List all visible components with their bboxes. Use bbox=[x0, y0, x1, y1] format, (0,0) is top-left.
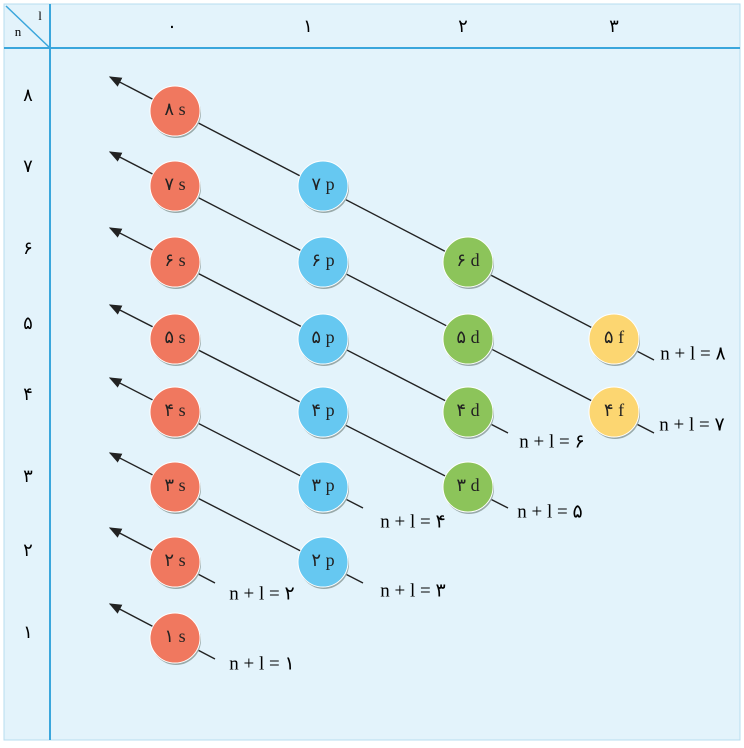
orbital-circle bbox=[442, 236, 494, 288]
row-label: ۲ bbox=[23, 540, 33, 560]
orbital-label: ۳ s bbox=[164, 475, 185, 495]
column-label: ۱ bbox=[303, 16, 313, 36]
orbital-circle bbox=[149, 236, 201, 288]
column-label: ۳ bbox=[609, 16, 619, 36]
orbital-circle bbox=[297, 313, 349, 365]
sum-label: n + l = ۱ bbox=[229, 653, 294, 674]
orbital-label: ۵ s bbox=[164, 327, 185, 347]
orbital-circle bbox=[149, 461, 201, 513]
sum-label: n + l = ۵ bbox=[517, 501, 582, 522]
orbital-circle bbox=[149, 85, 201, 137]
orbital-circle bbox=[588, 386, 640, 438]
sum-label: n + l = ۲ bbox=[229, 583, 294, 604]
orbital-label: ۲ s bbox=[164, 550, 185, 570]
orbital-circle bbox=[297, 236, 349, 288]
orbital-circle bbox=[149, 160, 201, 212]
orbital-label: ۷ s bbox=[164, 174, 185, 194]
orbital-label: ۴ f bbox=[604, 400, 624, 420]
orbital-circle bbox=[442, 313, 494, 365]
orbital-label: ۴ s bbox=[164, 400, 185, 420]
orbital-circle bbox=[297, 386, 349, 438]
corner-l: l bbox=[38, 8, 42, 23]
orbital-circle bbox=[297, 536, 349, 588]
orbital-label: ۶ d bbox=[456, 250, 479, 270]
sum-label: n + l = ۶ bbox=[519, 431, 584, 452]
orbital-circle bbox=[149, 386, 201, 438]
sum-label: n + l = ۳ bbox=[380, 580, 445, 601]
column-label: ۲ bbox=[458, 16, 468, 36]
row-label: ۳ bbox=[23, 466, 33, 486]
orbital-label: ۸ s bbox=[164, 99, 185, 119]
orbital-circle bbox=[297, 461, 349, 513]
orbital-label: ۶ s bbox=[164, 250, 185, 270]
orbital-circle bbox=[149, 313, 201, 365]
row-label: ۵ bbox=[23, 313, 33, 333]
orbital-label: ۱ s bbox=[164, 626, 185, 646]
orbital-label: ۵ p bbox=[311, 327, 334, 347]
column-label: ۰ bbox=[167, 16, 177, 36]
sum-label: n + l = ۴ bbox=[380, 511, 445, 532]
orbital-circle bbox=[588, 313, 640, 365]
row-label: ۱ bbox=[23, 622, 33, 642]
row-label: ۴ bbox=[23, 384, 33, 404]
sum-label: n + l = ۸ bbox=[660, 343, 725, 364]
sum-label: n + l = ۷ bbox=[659, 414, 724, 435]
corner-n: n bbox=[15, 24, 22, 39]
row-label: ۶ bbox=[23, 238, 33, 258]
background bbox=[3, 3, 741, 741]
orbital-label: ۳ p bbox=[311, 475, 334, 495]
corner-line bbox=[5, 5, 51, 49]
orbital-label: ۵ d bbox=[456, 327, 479, 347]
orbital-label: ۴ d bbox=[456, 400, 479, 420]
orbital-label: ۶ p bbox=[311, 250, 334, 270]
orbital-circle bbox=[297, 160, 349, 212]
row-label: ۸ bbox=[23, 85, 33, 105]
orbital-label: ۵ f bbox=[604, 327, 624, 347]
orbital-label: ۳ d bbox=[456, 475, 479, 495]
orbital-circle bbox=[442, 386, 494, 438]
orbital-circle bbox=[442, 461, 494, 513]
orbital-circle bbox=[149, 612, 201, 664]
row-label: ۷ bbox=[23, 156, 33, 176]
diagonal-arrow bbox=[108, 76, 655, 361]
diagonal-arrow bbox=[108, 151, 655, 434]
orbital-circle bbox=[149, 536, 201, 588]
orbital-label: ۷ p bbox=[311, 174, 334, 194]
orbital-label: ۴ p bbox=[311, 400, 334, 420]
orbital-label: ۲ p bbox=[311, 550, 334, 570]
